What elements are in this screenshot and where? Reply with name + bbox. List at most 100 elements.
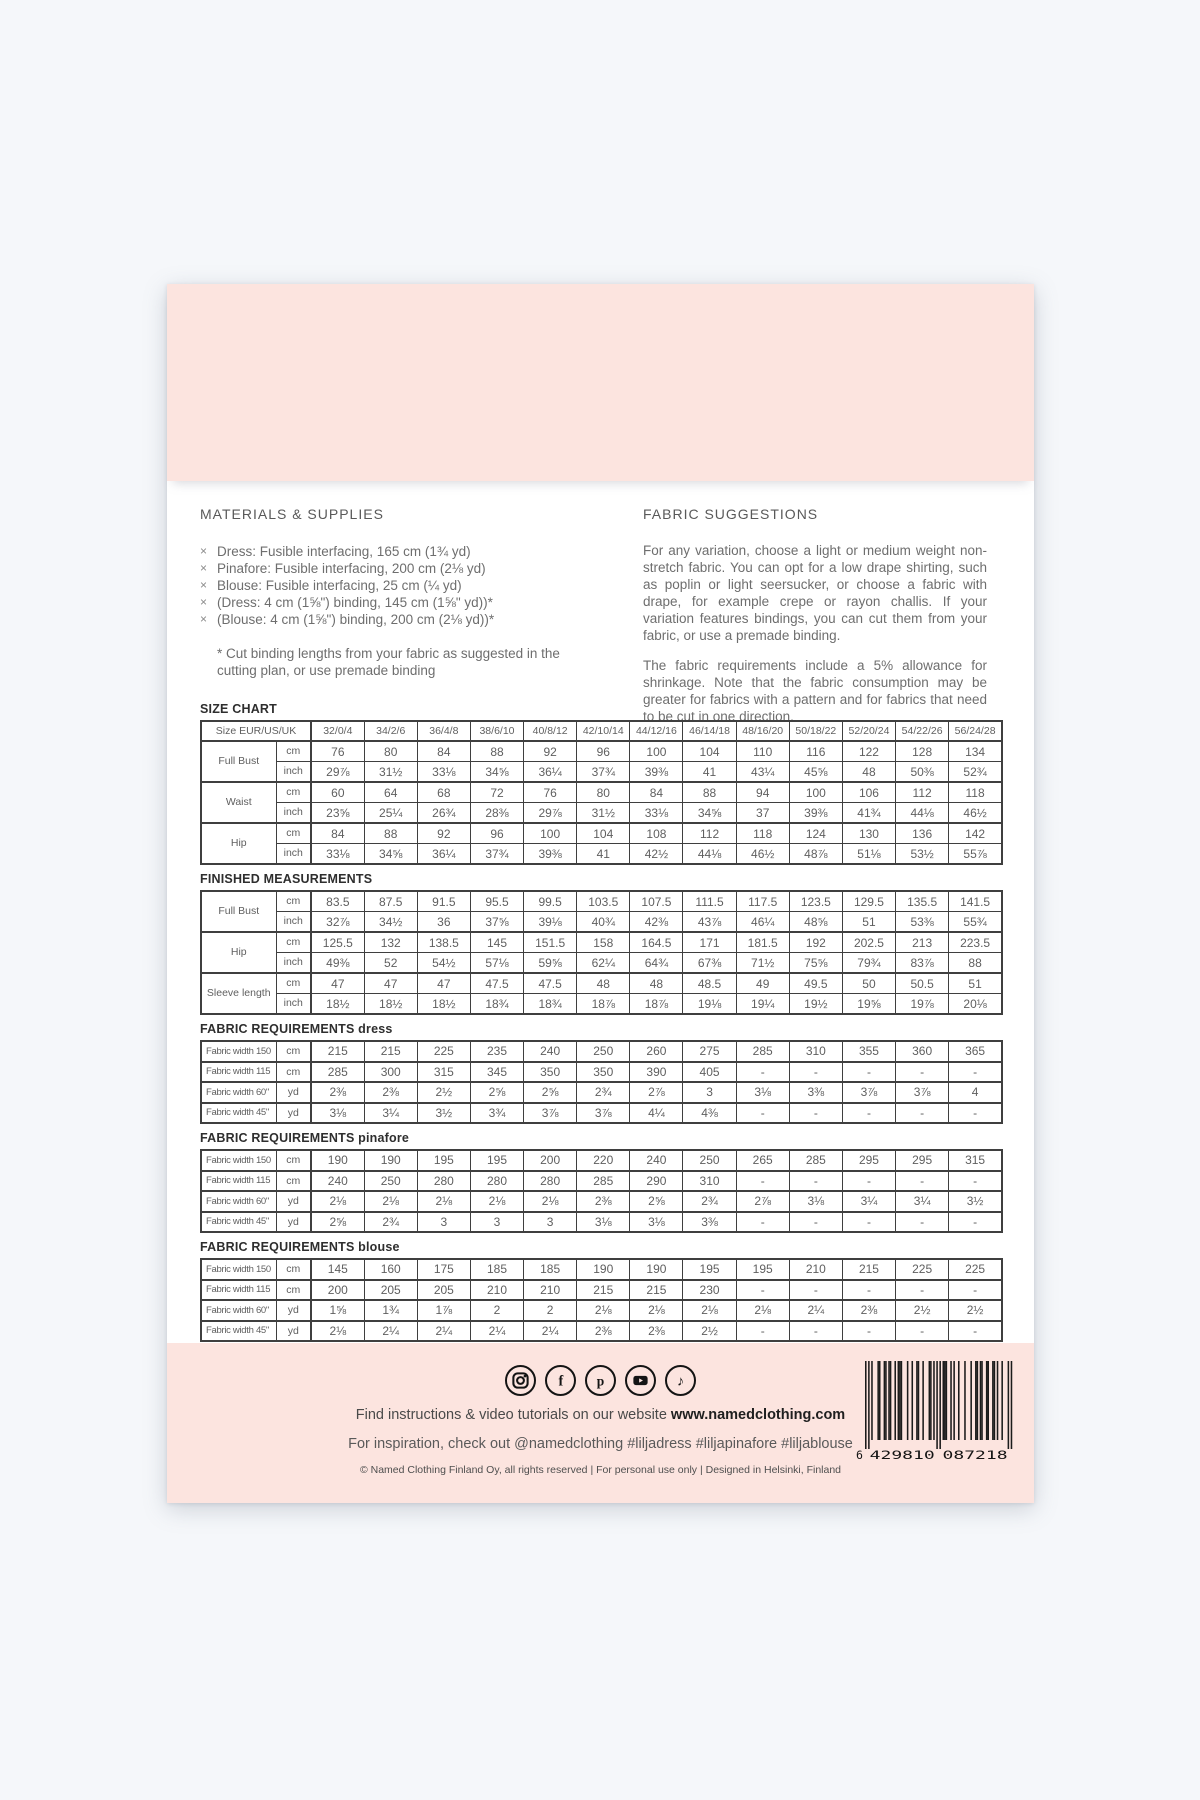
value-cell: 37	[735, 802, 790, 824]
value-cell: 68	[416, 781, 471, 803]
value-cell: 80	[576, 781, 631, 803]
unit-cell: cm	[275, 1258, 312, 1280]
value-cell: 190	[629, 1258, 684, 1280]
value-cell: -	[948, 1210, 1003, 1233]
value-cell: 32⅞	[310, 911, 365, 933]
value-cell: 355	[841, 1040, 897, 1062]
row-label: Sleeve length	[200, 972, 277, 1015]
value-cell: 23⅝	[310, 802, 365, 824]
value-cell: 37¾	[576, 761, 631, 783]
value-cell: 76	[523, 781, 578, 803]
value-cell: 88	[363, 822, 418, 844]
value-cell: 220	[576, 1149, 631, 1171]
value-cell: 20⅛	[948, 993, 1003, 1015]
unit-cell: cm	[275, 890, 312, 912]
row-label: Hip	[200, 931, 277, 974]
value-cell: 2⅛	[735, 1299, 790, 1321]
value-cell: 49.5	[788, 972, 843, 994]
value-cell: 118	[948, 781, 1003, 803]
value-cell: 230	[682, 1278, 737, 1301]
value-cell: 2¼	[363, 1319, 418, 1342]
value-cell: -	[735, 1210, 790, 1233]
materials-title: MATERIALS & SUPPLIES	[200, 506, 384, 522]
value-cell: 171	[682, 931, 737, 953]
value-cell: 57⅛	[469, 952, 525, 974]
value-cell: 83⅞	[895, 952, 950, 974]
value-cell: -	[788, 1169, 843, 1192]
value-cell: 200	[310, 1278, 365, 1301]
value-cell: 190	[576, 1258, 631, 1280]
value-cell: 2⅛	[682, 1299, 737, 1321]
unit-cell: yd	[275, 1101, 312, 1124]
value-cell: 3⅞	[895, 1081, 950, 1103]
value-cell: 111.5	[682, 890, 737, 912]
value-cell: 295	[895, 1149, 950, 1171]
value-cell: 138.5	[416, 931, 471, 953]
value-cell: -	[841, 1319, 897, 1342]
value-cell: 240	[629, 1149, 684, 1171]
value-cell: 110	[735, 740, 790, 762]
value-cell: 3⅞	[841, 1081, 897, 1103]
value-cell: 215	[310, 1040, 365, 1062]
unit-cell: yd	[275, 1299, 312, 1321]
value-cell: 48⅞	[788, 843, 843, 865]
value-cell: 3½	[948, 1190, 1003, 1212]
fabric-requirements-title-0: FABRIC REQUIREMENTS dress	[200, 1022, 393, 1036]
size-header-cell: 48/16/20	[735, 720, 790, 742]
value-cell: 315	[416, 1060, 471, 1083]
unit-cell: yd	[275, 1210, 312, 1233]
value-cell: 95.5	[469, 890, 525, 912]
value-cell: 2⅛	[523, 1190, 578, 1212]
value-cell: 3	[682, 1081, 737, 1103]
value-cell: 112	[682, 822, 737, 844]
value-cell: 18¾	[469, 993, 525, 1015]
value-cell: 213	[895, 931, 950, 953]
value-cell: 350	[576, 1060, 631, 1083]
value-cell: 2	[523, 1299, 578, 1321]
value-cell: 100	[523, 822, 578, 844]
value-cell: 47.5	[523, 972, 578, 994]
size-header-cell: 36/4/8	[416, 720, 471, 742]
unit-cell: cm	[275, 781, 312, 803]
value-cell: 210	[469, 1278, 525, 1301]
value-cell: 3⅛	[629, 1210, 684, 1233]
value-cell: 195	[416, 1149, 471, 1171]
value-cell: 192	[788, 931, 843, 953]
value-cell: 2¼	[788, 1299, 843, 1321]
value-cell: 100	[788, 781, 843, 803]
value-cell: 145	[310, 1258, 365, 1280]
size-header-cell: 46/14/18	[682, 720, 737, 742]
website-line-text: Find instructions & video tutorials on o…	[355, 1407, 671, 1423]
value-cell: 315	[948, 1149, 1003, 1171]
value-cell: 3¼	[363, 1101, 418, 1124]
value-cell: 215	[576, 1278, 631, 1301]
value-cell: 76	[310, 740, 365, 762]
size-chart-table: Size EUR/US/UK 32/0/4 34/2/6 36/4/8 38/6/10 4…	[200, 720, 1003, 865]
value-cell: 36	[416, 911, 471, 933]
value-cell: 84	[629, 781, 684, 803]
value-cell: 72	[469, 781, 525, 803]
size-header-cell: 56/24/28	[948, 720, 1003, 742]
x-bullet: ×	[200, 544, 208, 558]
value-cell: 3¼	[841, 1190, 897, 1212]
pinterest-icon: p	[585, 1365, 616, 1396]
barcode-svg: 6 429810 087218	[856, 1361, 1013, 1462]
value-cell: 2⅛	[629, 1299, 684, 1321]
value-cell: 136	[895, 822, 950, 844]
value-cell: 3⅜	[788, 1081, 843, 1103]
value-cell: 285	[576, 1169, 631, 1192]
unit-cell: yd	[275, 1081, 312, 1103]
value-cell: 103.5	[576, 890, 631, 912]
value-cell: 47	[416, 972, 471, 994]
value-cell: 185	[469, 1258, 525, 1280]
value-cell: 39⅛	[523, 911, 578, 933]
value-cell: 42⅜	[629, 911, 684, 933]
x-bullet: ×	[200, 612, 208, 626]
tables-region: SIZE CHART Size EUR/US/UK 32/0/4 34/2/6 36/4…	[200, 703, 1003, 1350]
size-header-cell: 50/18/22	[788, 720, 843, 742]
unit-cell: cm	[275, 1149, 312, 1171]
row-label: Fabric width 115	[200, 1169, 277, 1192]
value-cell: 3⅞	[576, 1101, 631, 1124]
row-label: Fabric width 45"	[200, 1210, 277, 1233]
value-cell: 4⅜	[682, 1101, 737, 1124]
